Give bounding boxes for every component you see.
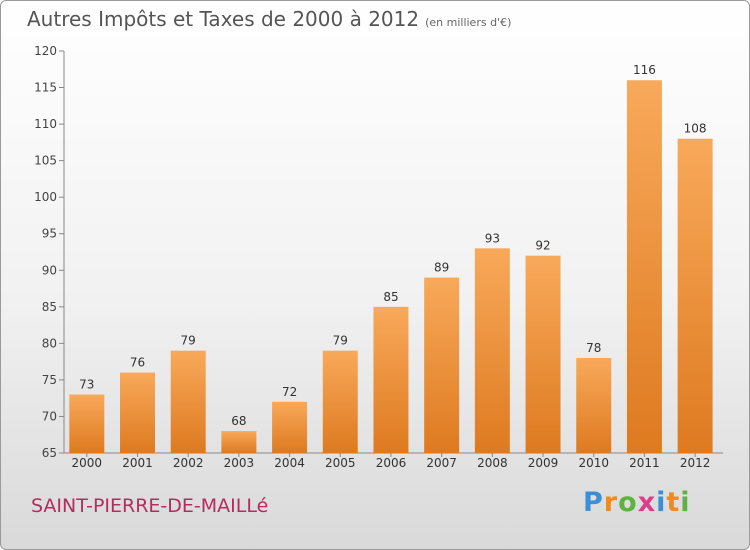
x-tick-label: 2011 xyxy=(629,456,660,470)
y-tick-label: 100 xyxy=(34,190,57,204)
x-tick-label: 2009 xyxy=(528,456,559,470)
bar xyxy=(221,431,257,453)
x-tick-label: 2005 xyxy=(325,456,356,470)
logo-letter: t xyxy=(666,487,681,518)
x-tick-label: 2008 xyxy=(477,456,508,470)
bar xyxy=(525,255,561,453)
y-tick-label: 95 xyxy=(42,227,57,241)
data-label: 93 xyxy=(485,231,500,245)
bar xyxy=(322,350,358,453)
chart-unit: (en milliers d'€) xyxy=(425,16,512,29)
chart-title: Autres Impôts et Taxes de 2000 à 2012 (en… xyxy=(27,7,511,31)
proxiti-logo: Proxiti xyxy=(583,487,691,518)
commune-name: SAINT-PIERRE-DE-MAILLé xyxy=(31,495,269,517)
bars: 73 76 79 68 72 79 85 89 93 92 78 116 108 xyxy=(69,63,713,454)
x-tick-label: 2007 xyxy=(426,456,457,470)
bar xyxy=(626,80,662,454)
logo-letter: i xyxy=(680,487,691,518)
x-tick-label: 2012 xyxy=(680,456,711,470)
y-tick-label: 85 xyxy=(42,300,57,314)
data-label: 76 xyxy=(130,356,145,370)
x-tick-label: 2006 xyxy=(376,456,407,470)
data-label: 79 xyxy=(333,334,348,348)
data-label: 89 xyxy=(434,261,449,275)
logo-letter: P xyxy=(583,487,604,518)
x-tick-label: 2000 xyxy=(72,456,103,470)
data-label: 85 xyxy=(383,290,398,304)
y-tick-label: 80 xyxy=(42,336,57,350)
y-tick-label: 75 xyxy=(42,373,57,387)
bar xyxy=(272,401,308,453)
y-tick-label: 65 xyxy=(42,446,57,460)
data-label: 116 xyxy=(633,63,656,77)
x-tick-label: 2010 xyxy=(578,456,609,470)
x-tick-label: 2004 xyxy=(274,456,305,470)
logo-letter: x xyxy=(637,487,657,518)
y-tick-label: 120 xyxy=(34,44,57,58)
axes: 65 70 75 80 85 90 95 100 105 110 115 120 2000 2001 200… xyxy=(34,44,723,470)
bar xyxy=(69,394,105,453)
x-tick-label: 2003 xyxy=(224,456,255,470)
data-label: 108 xyxy=(684,122,707,136)
logo-letter: r xyxy=(603,487,619,518)
data-label: 73 xyxy=(79,378,94,392)
y-tick-label: 90 xyxy=(42,263,57,277)
y-tick-label: 110 xyxy=(34,117,57,131)
y-tick-label: 70 xyxy=(42,409,57,423)
bar xyxy=(120,372,155,453)
x-tick-label: 2001 xyxy=(122,456,153,470)
bar xyxy=(424,277,460,453)
data-label: 79 xyxy=(181,334,196,348)
logo-letter: o xyxy=(618,487,638,518)
data-label: 92 xyxy=(535,239,550,253)
data-label: 72 xyxy=(282,385,297,399)
bar xyxy=(576,357,612,453)
y-tick-label: 115 xyxy=(34,81,57,95)
bar xyxy=(677,138,713,453)
data-label: 68 xyxy=(231,414,246,428)
bar xyxy=(474,248,510,453)
chart-title-text: Autres Impôts et Taxes de 2000 à 2012 xyxy=(27,7,420,31)
y-tick-label: 105 xyxy=(34,154,57,168)
logo-letter: i xyxy=(656,487,667,518)
bar xyxy=(373,306,409,453)
bar xyxy=(170,350,206,453)
data-label: 78 xyxy=(586,341,601,355)
x-tick-label: 2002 xyxy=(173,456,204,470)
